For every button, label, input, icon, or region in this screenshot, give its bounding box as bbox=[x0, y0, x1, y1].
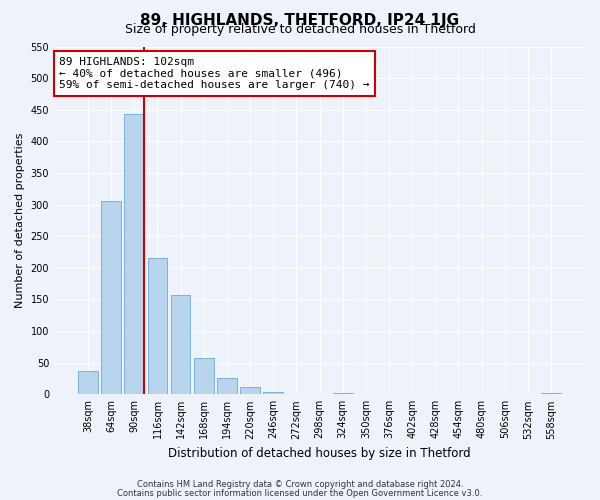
Bar bbox=[171, 295, 190, 394]
Bar bbox=[194, 358, 214, 394]
X-axis label: Distribution of detached houses by size in Thetford: Distribution of detached houses by size … bbox=[168, 447, 471, 460]
Bar bbox=[541, 393, 561, 394]
Bar bbox=[217, 378, 237, 394]
Text: Contains HM Land Registry data © Crown copyright and database right 2024.: Contains HM Land Registry data © Crown c… bbox=[137, 480, 463, 489]
Bar bbox=[148, 258, 167, 394]
Bar bbox=[78, 371, 98, 394]
Bar bbox=[263, 392, 283, 394]
Bar bbox=[101, 202, 121, 394]
Bar bbox=[124, 114, 144, 394]
Text: Contains public sector information licensed under the Open Government Licence v3: Contains public sector information licen… bbox=[118, 488, 482, 498]
Text: 89 HIGHLANDS: 102sqm
← 40% of detached houses are smaller (496)
59% of semi-deta: 89 HIGHLANDS: 102sqm ← 40% of detached h… bbox=[59, 57, 370, 90]
Y-axis label: Number of detached properties: Number of detached properties bbox=[15, 132, 25, 308]
Bar bbox=[333, 393, 353, 394]
Text: 89, HIGHLANDS, THETFORD, IP24 1JG: 89, HIGHLANDS, THETFORD, IP24 1JG bbox=[140, 12, 460, 28]
Bar bbox=[240, 386, 260, 394]
Text: Size of property relative to detached houses in Thetford: Size of property relative to detached ho… bbox=[125, 22, 475, 36]
